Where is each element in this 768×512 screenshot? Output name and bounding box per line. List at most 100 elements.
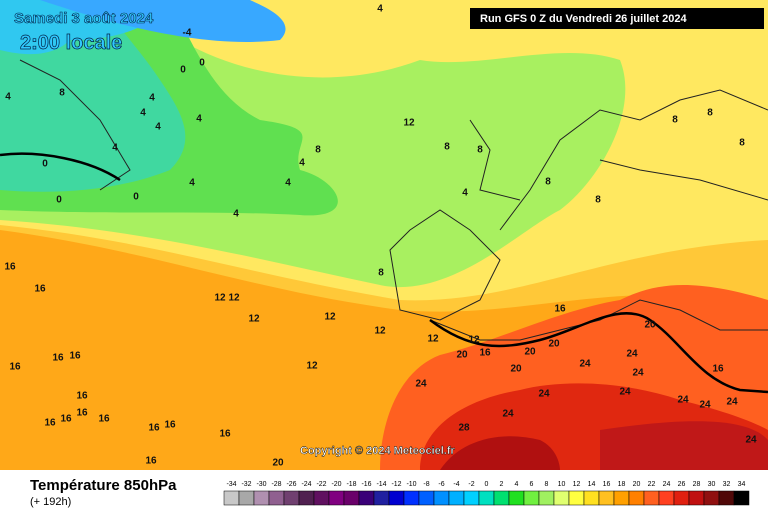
- contour-label: 16: [712, 364, 724, 375]
- contour-label: 16: [69, 351, 81, 362]
- legend-swatch: [688, 490, 705, 506]
- legend-swatch: [268, 490, 285, 506]
- contour-label: 20: [644, 320, 656, 331]
- legend-value: -12: [391, 481, 401, 488]
- contour-label: 24: [745, 435, 757, 446]
- contour-label: 12: [214, 293, 226, 304]
- legend-swatch: [238, 490, 255, 506]
- contour-label: 8: [378, 268, 384, 279]
- contour-label: 24: [502, 409, 514, 420]
- contour-label: 24: [726, 397, 738, 408]
- contour-label: 4: [112, 143, 118, 154]
- run-box: [470, 8, 764, 29]
- legend-swatch: [313, 490, 330, 506]
- contour-label: 16: [145, 456, 157, 467]
- contour-label: 8: [739, 138, 745, 149]
- legend-swatch: [703, 490, 720, 506]
- legend-swatch: [448, 490, 465, 506]
- contour-0: [0, 152, 121, 182]
- contour-label: 4: [155, 122, 161, 133]
- legend-value: -16: [361, 481, 371, 488]
- legend-swatch: [523, 490, 540, 506]
- contour-label: 12: [374, 326, 386, 337]
- contour-label: 16: [44, 418, 56, 429]
- contour-label: 12: [228, 293, 240, 304]
- contour-label: 0: [133, 192, 139, 203]
- contour-label: 0: [199, 58, 205, 69]
- legend-swatch: [658, 490, 675, 506]
- legend-value: -18: [346, 481, 356, 488]
- legend-value: -32: [241, 481, 251, 488]
- legend-swatch: [598, 490, 615, 506]
- legend-value: 4: [515, 481, 519, 488]
- coastlines: [19, 59, 768, 341]
- contour-label: 8: [672, 115, 678, 126]
- time: 2:00 locale: [20, 32, 122, 54]
- footer-title: Température 850hPa: [30, 477, 177, 494]
- legend-swatch: [538, 490, 555, 506]
- legend-value: 26: [678, 481, 686, 488]
- contour-label: 8: [477, 145, 483, 156]
- contour-label: 16: [76, 391, 88, 402]
- legend-value: 20: [633, 481, 641, 488]
- legend-swatch: [718, 490, 735, 506]
- contour-label: 8: [315, 145, 321, 156]
- legend-swatch: [553, 490, 570, 506]
- contour-label: 16: [34, 284, 46, 295]
- legend-value: 30: [708, 481, 716, 488]
- legend-value: -24: [301, 481, 311, 488]
- legend-swatch: [373, 490, 390, 506]
- footer-lead: (+ 192h): [30, 496, 71, 508]
- contour-label: 8: [595, 195, 601, 206]
- legend-swatch: [298, 490, 315, 506]
- contour-label: 20: [524, 347, 536, 358]
- contour-label: 16: [52, 353, 64, 364]
- contour-label: 16: [148, 423, 160, 434]
- legend-value: 12: [573, 481, 581, 488]
- contour-label: 28: [458, 423, 470, 434]
- contour-label: 0: [56, 195, 62, 206]
- legend-swatch: [433, 490, 450, 506]
- contour-label: 24: [415, 379, 427, 390]
- contour-label: 24: [619, 387, 631, 398]
- contour-label: 20: [548, 339, 560, 350]
- contour-24: [429, 312, 768, 394]
- contour-label: 0: [42, 159, 48, 170]
- legend-value: -28: [271, 481, 281, 488]
- contour-label: 4: [299, 158, 305, 169]
- contour-label: 12: [403, 118, 415, 129]
- contour-label: 4: [285, 178, 291, 189]
- legend-value: -2: [468, 481, 474, 488]
- temperature-field: [0, 0, 768, 470]
- contour-label: 8: [707, 108, 713, 119]
- legend-swatch: [673, 490, 690, 506]
- legend-swatch: [343, 490, 360, 506]
- legend-value: -14: [376, 481, 386, 488]
- contour-label: 4: [149, 93, 155, 104]
- contour-label: 24: [579, 359, 591, 370]
- legend-swatch: [388, 490, 405, 506]
- legend-value: 18: [618, 481, 626, 488]
- contour-label: 20: [456, 350, 468, 361]
- contour-label: 12: [324, 312, 336, 323]
- contour-label: 12: [427, 334, 439, 345]
- legend-swatch: [493, 490, 510, 506]
- legend-value: 34: [738, 481, 746, 488]
- legend: -34 -32 -30 -28 -26 -24 -22 -20 -18 -16 -14 -12 -10-…: [223, 481, 750, 506]
- contour-label: 16: [76, 408, 88, 419]
- contour-label: 12: [248, 314, 260, 325]
- legend-swatch: [253, 490, 270, 506]
- contour-label: 4: [377, 4, 383, 15]
- legend-value: 22: [648, 481, 656, 488]
- legend-swatch: [613, 490, 630, 506]
- legend-value: 28: [693, 481, 701, 488]
- contour-label: 24: [626, 349, 638, 360]
- legend-swatch: [403, 490, 420, 506]
- legend-value: -30: [256, 481, 266, 488]
- contour-label: 12: [468, 335, 480, 346]
- contour-label: 16: [479, 348, 491, 359]
- legend-swatch: [283, 490, 300, 506]
- date: Samedi 3 août 2024: [14, 10, 154, 27]
